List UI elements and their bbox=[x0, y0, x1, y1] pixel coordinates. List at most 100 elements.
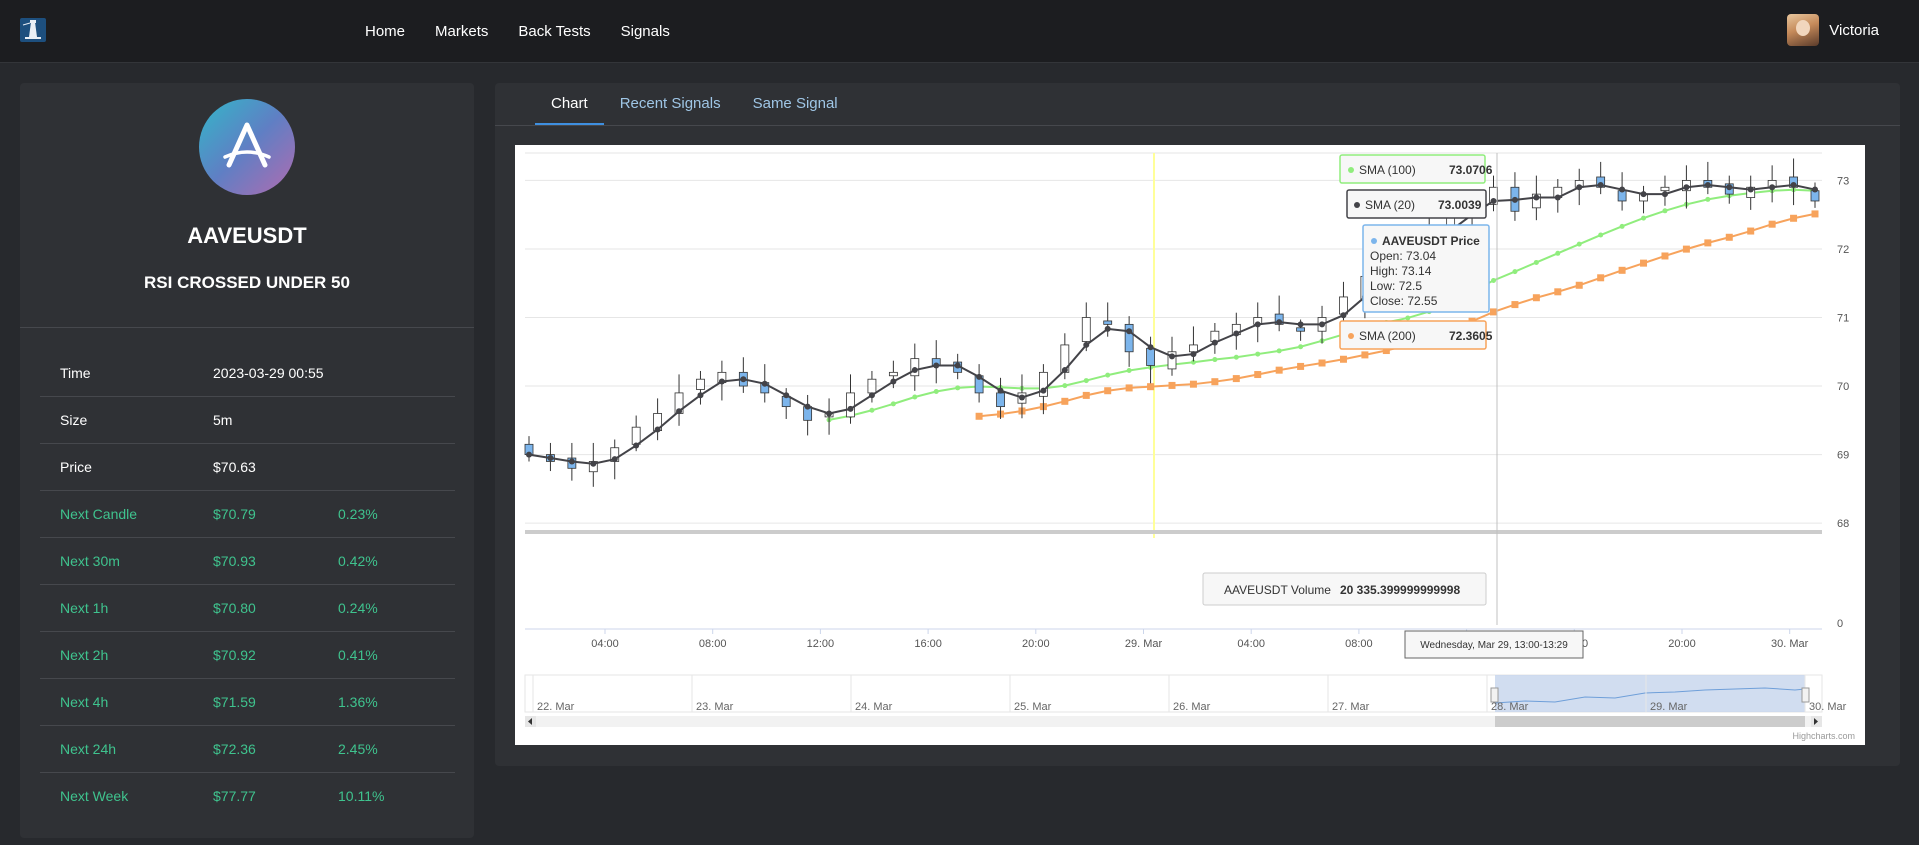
sma-100-point bbox=[1512, 269, 1518, 275]
detail-row-time: Time 2023-03-29 00:55 bbox=[40, 350, 455, 397]
sma-200-point bbox=[1725, 233, 1733, 241]
sma-200-point bbox=[1490, 308, 1497, 316]
sma-200-point bbox=[1232, 375, 1240, 383]
candle[interactable] bbox=[1081, 317, 1091, 342]
sma-200-point bbox=[1554, 288, 1562, 296]
detail-pct: 2.45% bbox=[338, 741, 378, 757]
main-nav: Home Markets Back Tests Signals bbox=[365, 0, 670, 62]
scroll-left-arrow-icon bbox=[528, 718, 532, 725]
candle[interactable] bbox=[1339, 296, 1348, 315]
navigator-range[interactable] bbox=[1495, 675, 1805, 712]
detail-value: $70.63 bbox=[213, 459, 256, 475]
sma-20-point bbox=[718, 378, 725, 385]
tooltip-close: Close: 72.55 bbox=[1370, 294, 1438, 308]
candle[interactable] bbox=[1296, 327, 1305, 332]
sma-200-point bbox=[1597, 274, 1605, 282]
price-chart[interactable]: 68 69 70 71 72 73 0 04:00 08:00 12:00 16:00 20:00… bbox=[515, 145, 1865, 745]
chart-credits[interactable]: Highcharts.com bbox=[1792, 731, 1855, 741]
detail-row-next-24h: Next 24h $72.36 2.45% bbox=[40, 726, 455, 773]
sma-100-point bbox=[1255, 351, 1261, 357]
navigator-tick-label: 26. Mar bbox=[1173, 701, 1211, 713]
scrollbar-thumb[interactable] bbox=[1495, 716, 1805, 727]
sma-20-point bbox=[611, 456, 618, 463]
nav-markets[interactable]: Markets bbox=[435, 22, 489, 40]
tab-recent-signals[interactable]: Recent Signals bbox=[619, 95, 721, 112]
candle[interactable] bbox=[1146, 347, 1155, 366]
sma-200-point bbox=[975, 412, 983, 420]
tooltip-time: Wednesday, Mar 29, 13:00-13:29 bbox=[1404, 630, 1584, 659]
candle[interactable] bbox=[1167, 351, 1177, 370]
candle[interactable] bbox=[696, 378, 705, 390]
legend-dot-icon bbox=[1371, 238, 1377, 244]
user-name[interactable]: Victoria bbox=[1829, 21, 1879, 39]
sma-20-point bbox=[1340, 312, 1347, 319]
chart-svg[interactable]: 68 69 70 71 72 73 0 04:00 08:00 12:00 16:00 20:00… bbox=[515, 145, 1865, 745]
chart-grid bbox=[525, 152, 1822, 524]
sma-20-point bbox=[633, 442, 640, 449]
nav-home[interactable]: Home bbox=[365, 22, 406, 40]
sma-20-point bbox=[1018, 394, 1025, 401]
candle[interactable] bbox=[888, 371, 898, 377]
navigator-handle-left[interactable] bbox=[1490, 687, 1499, 703]
x-tick-label: 04:00 bbox=[1237, 638, 1265, 650]
candle[interactable] bbox=[1189, 344, 1198, 353]
sma-20-point bbox=[1554, 194, 1561, 201]
candle[interactable] bbox=[1124, 323, 1134, 353]
tooltip-box bbox=[1404, 630, 1584, 659]
candle[interactable] bbox=[1660, 186, 1670, 192]
sma-200-point bbox=[1361, 351, 1369, 359]
candle[interactable] bbox=[996, 392, 1005, 408]
detail-pct: 1.36% bbox=[338, 694, 378, 710]
detail-row-next-2h: Next 2h $70.92 0.41% bbox=[40, 632, 455, 679]
sma-100-point bbox=[1662, 208, 1668, 214]
navigator-handle-right[interactable] bbox=[1801, 687, 1810, 703]
tooltip-series-name: SMA (100) bbox=[1359, 163, 1416, 177]
price-tick-label: 69 bbox=[1837, 450, 1849, 462]
tooltip-box bbox=[1362, 224, 1490, 313]
sma-100-point bbox=[1298, 344, 1304, 350]
sma-100-point bbox=[1212, 357, 1218, 363]
candle[interactable] bbox=[1103, 320, 1113, 325]
sma-200-point bbox=[1747, 227, 1755, 235]
tab-same-signal[interactable]: Same Signal bbox=[752, 95, 838, 112]
chart-panel: Chart Recent Signals Same Signal 68 69 70 7… bbox=[495, 83, 1900, 766]
sma-200-series bbox=[975, 210, 1819, 420]
navigator-tick-label: 30. Mar bbox=[1809, 701, 1847, 713]
aave-logo-icon bbox=[199, 99, 295, 195]
tooltip-value: 73.0039 bbox=[1438, 198, 1482, 212]
detail-label: Next 24h bbox=[60, 741, 117, 757]
nav-back-tests[interactable]: Back Tests bbox=[518, 22, 591, 40]
detail-label: Next 4h bbox=[60, 694, 109, 710]
detail-pct: 0.42% bbox=[338, 553, 378, 569]
sma-200-point bbox=[1575, 281, 1583, 289]
avatar[interactable] bbox=[1787, 14, 1820, 46]
nav-signals[interactable]: Signals bbox=[620, 22, 670, 40]
signal-marker-line bbox=[1153, 153, 1155, 538]
candle[interactable] bbox=[631, 426, 641, 445]
candle[interactable] bbox=[867, 378, 877, 394]
lighthouse-icon[interactable] bbox=[20, 18, 46, 42]
detail-pct: 10.11% bbox=[338, 788, 385, 804]
candle[interactable] bbox=[846, 392, 855, 418]
tooltip-box bbox=[1339, 320, 1487, 350]
sma-20-point bbox=[1233, 330, 1240, 337]
tooltip-low: Low: 72.5 bbox=[1370, 279, 1422, 293]
detail-pct: 0.23% bbox=[338, 506, 378, 522]
user-menu[interactable]: Victoria bbox=[1787, 14, 1879, 46]
detail-label: Next Candle bbox=[60, 506, 138, 522]
sma-20-point bbox=[547, 455, 554, 462]
tab-chart[interactable]: Chart bbox=[535, 83, 604, 125]
scrollbar-track[interactable] bbox=[525, 716, 1822, 727]
sma-20-point bbox=[1211, 339, 1218, 346]
candle[interactable] bbox=[1531, 193, 1541, 209]
sma-20-point bbox=[761, 380, 768, 387]
price-tick-label: 73 bbox=[1837, 175, 1849, 187]
sma-100-point bbox=[1062, 383, 1068, 389]
detail-row-next-candle: Next Candle $70.79 0.23% bbox=[40, 491, 455, 538]
sma-20-point bbox=[1747, 186, 1754, 193]
sma-20-point bbox=[1769, 184, 1776, 191]
sma-200-point bbox=[1339, 355, 1347, 363]
sma-100-point bbox=[1405, 315, 1411, 321]
sma-200-point bbox=[1147, 383, 1155, 391]
candle[interactable] bbox=[1039, 371, 1048, 397]
